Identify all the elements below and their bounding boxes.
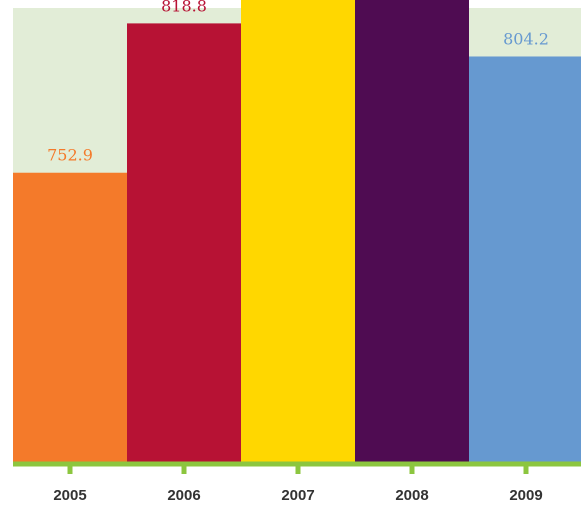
tick-2005 [68, 462, 73, 474]
bar-2007 [241, 0, 355, 462]
tick-2008 [410, 462, 415, 474]
x-tick-label-2009: 2009 [509, 487, 542, 504]
x-tick-label-2005: 2005 [53, 487, 86, 504]
tick-2009 [524, 462, 529, 474]
x-axis-labels-group: 2005 2006 2007 2008 2009 [53, 487, 542, 504]
bar-2009 [469, 56, 581, 462]
value-label-2006: 818.8 [161, 0, 207, 15]
bar-2008 [355, 0, 469, 462]
tick-2006 [182, 462, 187, 474]
value-label-2009: 804.2 [503, 29, 549, 48]
bar-2005 [13, 173, 127, 462]
tick-2007 [296, 462, 301, 474]
x-tick-label-2006: 2006 [167, 487, 200, 504]
value-label-2005: 752.9 [47, 146, 93, 165]
bar-2006 [127, 23, 241, 462]
x-tick-label-2008: 2008 [395, 487, 428, 504]
x-tick-label-2007: 2007 [281, 487, 314, 504]
